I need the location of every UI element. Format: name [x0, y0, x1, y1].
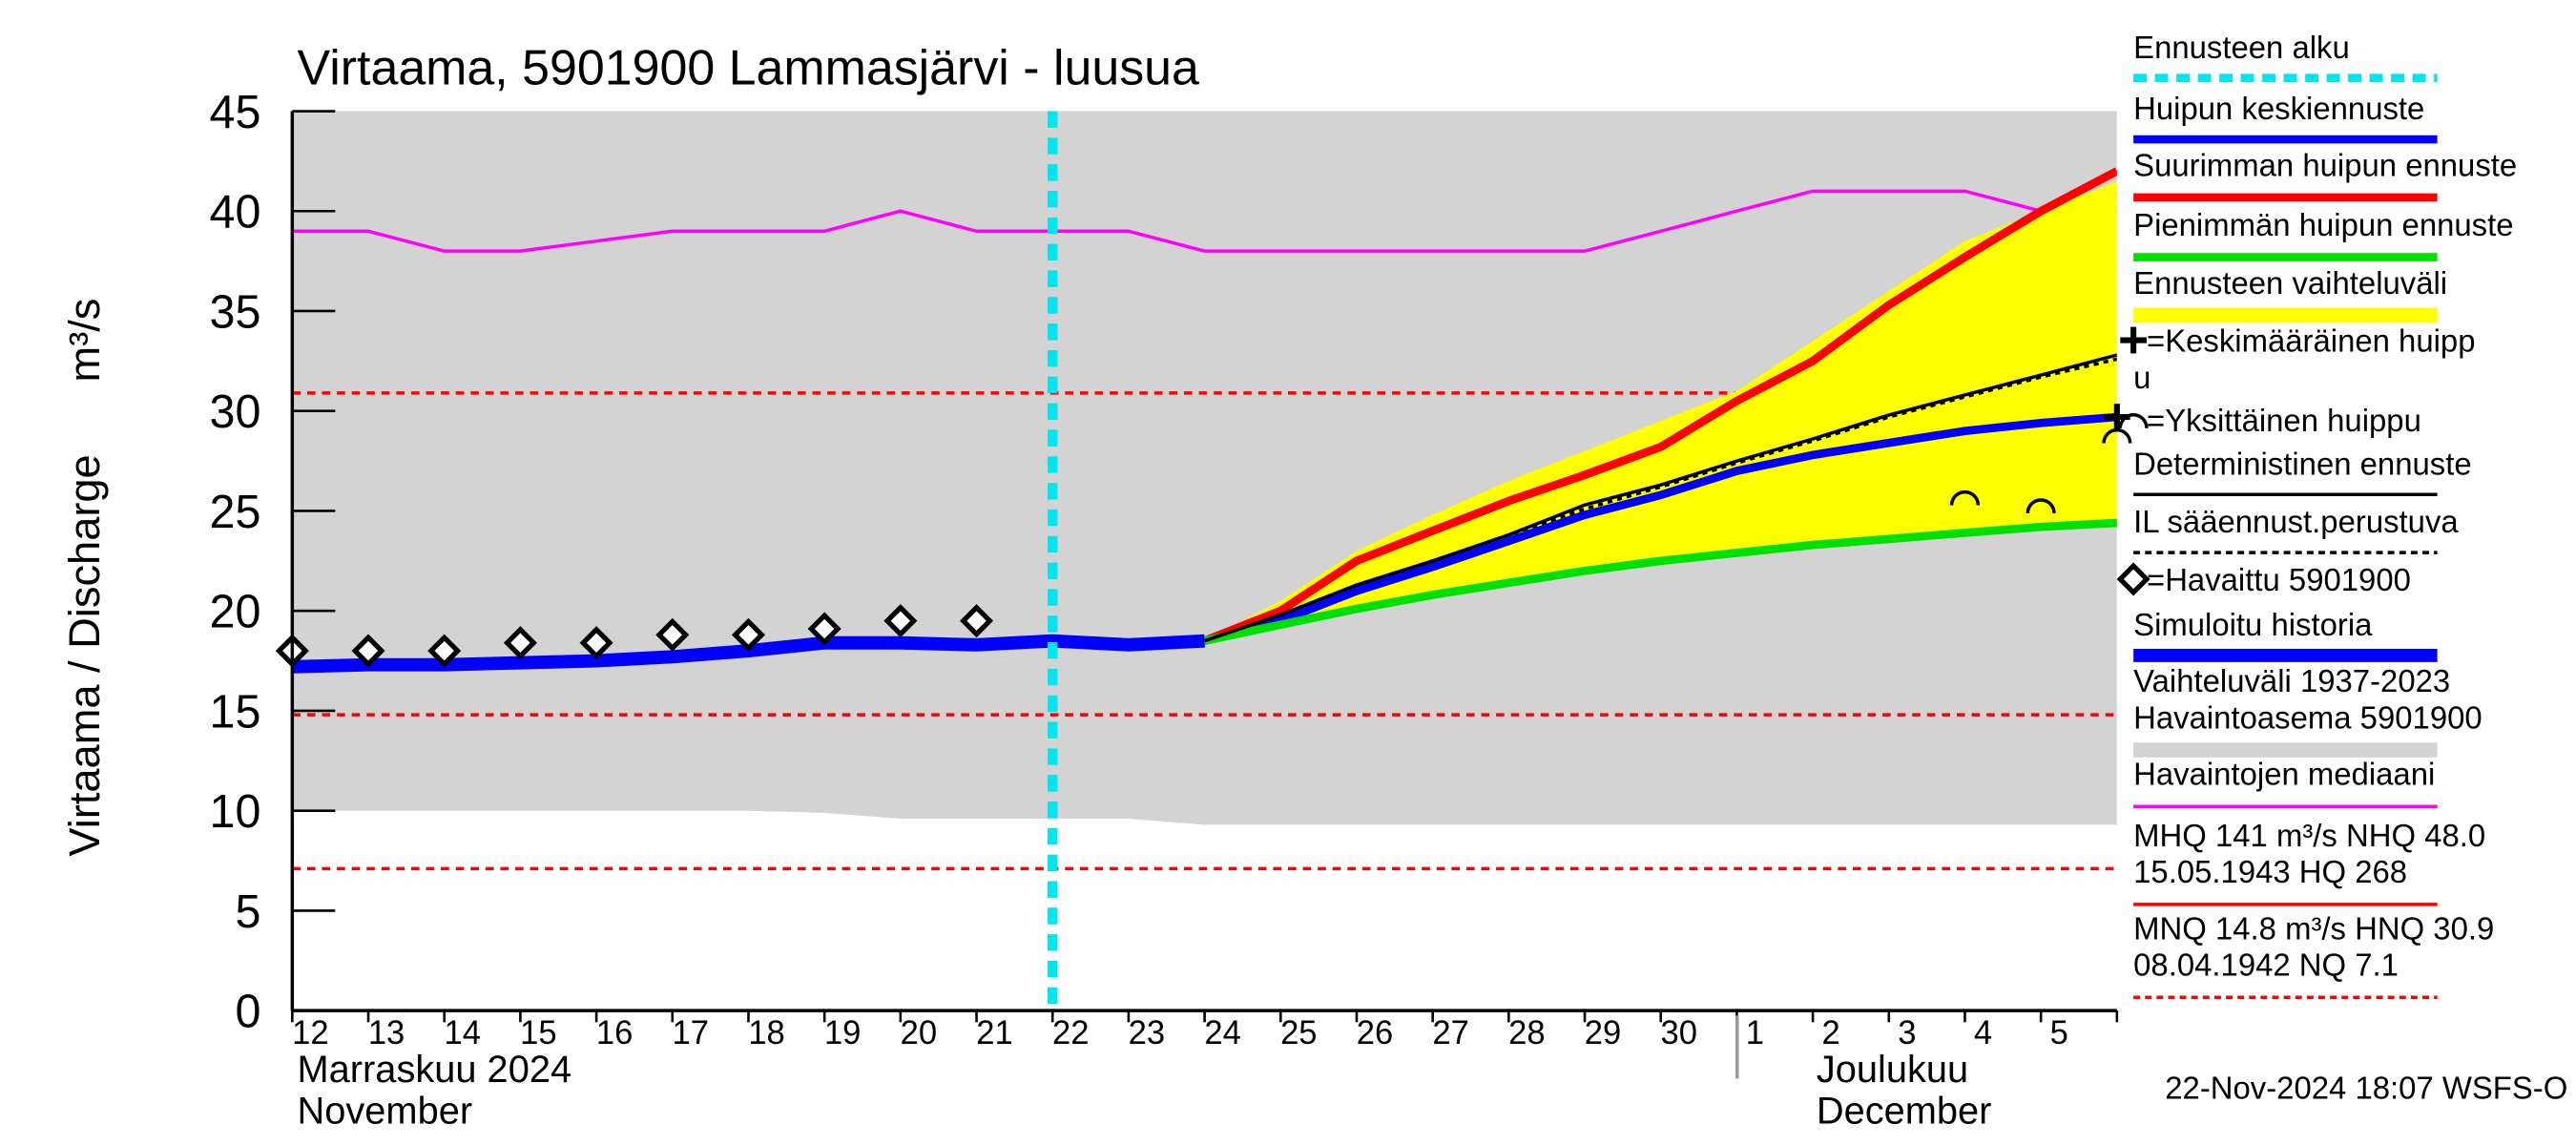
x-tick-label: 21 — [976, 1015, 1013, 1051]
legend-label: Suurimman huipun ennuste — [2133, 147, 2517, 182]
x-tick-label: 13 — [368, 1015, 405, 1051]
legend-label: Deterministinen ennuste — [2133, 446, 2472, 481]
x-tick-label: 3 — [1898, 1015, 1916, 1051]
marker — [883, 604, 918, 638]
marker — [2116, 562, 2150, 596]
y-tick-label: 25 — [210, 487, 261, 538]
legend-label: Havaintoasema 5901900 — [2133, 699, 2483, 735]
series-line — [1204, 357, 2117, 643]
marker — [427, 634, 462, 668]
x-tick-label: 20 — [901, 1015, 938, 1051]
x-tick-label: 27 — [1432, 1015, 1469, 1051]
legend-label: Havaintojen mediaani — [2133, 757, 2435, 792]
x-tick-label: 18 — [748, 1015, 785, 1051]
x-tick-label: 5 — [2050, 1015, 2068, 1051]
series-line — [292, 189, 2117, 253]
band-area — [1204, 180, 2117, 641]
overlay-layer — [275, 110, 2132, 1023]
marker — [2120, 326, 2147, 354]
x-tick-label: 29 — [1585, 1015, 1622, 1051]
legend-label: Vaihteluväli 1937-2023 — [2133, 663, 2450, 698]
legend-label: Ennusteen alku — [2133, 30, 2350, 65]
y-tick-label: 20 — [210, 586, 261, 637]
legend-label: 08.04.1942 NQ 7.1 — [2133, 947, 2399, 983]
y-tick-label: 10 — [210, 786, 261, 838]
series-line — [1203, 412, 2117, 645]
month-label: December — [1817, 1090, 1992, 1132]
y-tick-label: 35 — [210, 286, 261, 338]
x-tick-label: 12 — [292, 1015, 329, 1051]
marker — [731, 617, 765, 652]
x-tick-label: 14 — [445, 1015, 482, 1051]
x-tick-label: 30 — [1661, 1015, 1698, 1051]
x-tick-label: 24 — [1204, 1015, 1241, 1051]
marker — [351, 634, 385, 668]
legend-label: =Havaittu 5901900 — [2147, 562, 2411, 597]
legend-label: Pienimmän huipun ennuste — [2133, 207, 2513, 242]
legend-label: Simuloitu historia — [2133, 607, 2373, 642]
x-tick-label: 26 — [1357, 1015, 1394, 1051]
timestamp: 22-Nov-2024 18:07 WSFS-O — [2165, 1070, 2567, 1105]
x-tick-label: 22 — [1052, 1015, 1090, 1051]
marker — [655, 617, 690, 652]
series-line — [1203, 167, 2117, 645]
marker — [579, 626, 613, 660]
y-axis-unit: m³/s — [60, 299, 109, 383]
y-tick-label: 45 — [210, 87, 261, 138]
month-label: Joulukuu — [1817, 1049, 1968, 1091]
marker — [2025, 498, 2056, 514]
legend-label: 15.05.1943 HQ 268 — [2133, 854, 2407, 889]
x-tick-label: 4 — [1974, 1015, 1992, 1051]
x-tick-label: 25 — [1280, 1015, 1318, 1051]
x-tick-label: 28 — [1508, 1015, 1546, 1051]
x-tick-label: 23 — [1129, 1015, 1166, 1051]
legend-label: =Yksittäinen huippu — [2147, 403, 2421, 438]
legend-label: MNQ 14.8 m³/s HNQ 30.9 — [2133, 910, 2494, 946]
x-tick-label: 19 — [824, 1015, 862, 1051]
y-tick-label: 5 — [236, 886, 261, 938]
y-axis-label: Virtaama / Discharge — [60, 454, 109, 856]
marker — [960, 604, 994, 638]
series-line — [1203, 518, 2117, 645]
legend-label: =Keskimääräinen huipp — [2147, 323, 2475, 359]
x-tick-label: 15 — [520, 1015, 557, 1051]
chart-title: Virtaama, 5901900 Lammasjärvi - luusua — [298, 41, 1199, 96]
month-label: Marraskuu 2024 — [298, 1049, 572, 1091]
y-tick-label: 15 — [210, 686, 261, 738]
y-tick-label: 30 — [210, 386, 261, 438]
x-tick-label: 1 — [1746, 1015, 1764, 1051]
y-tick-label: 0 — [236, 986, 261, 1037]
marker — [503, 626, 537, 660]
marker — [1949, 489, 1981, 506]
marker — [2118, 413, 2149, 428]
legend-label: IL sääennust.perustuva — [2133, 504, 2459, 539]
x-tick-label: 16 — [596, 1015, 634, 1051]
legend-label: Huipun keskiennuste — [2133, 91, 2424, 126]
y-tick-label: 40 — [210, 187, 261, 239]
x-tick-label: 17 — [673, 1015, 710, 1051]
x-tick-label: 2 — [1822, 1015, 1840, 1051]
legend-label: u — [2133, 360, 2150, 395]
legend-label: Ennusteen vaihteluväli — [2133, 265, 2447, 301]
month-label: November — [298, 1090, 473, 1132]
marker — [2102, 427, 2132, 444]
marker — [807, 612, 841, 646]
legend-label: MHQ 141 m³/s NHQ 48.0 — [2133, 818, 2485, 853]
